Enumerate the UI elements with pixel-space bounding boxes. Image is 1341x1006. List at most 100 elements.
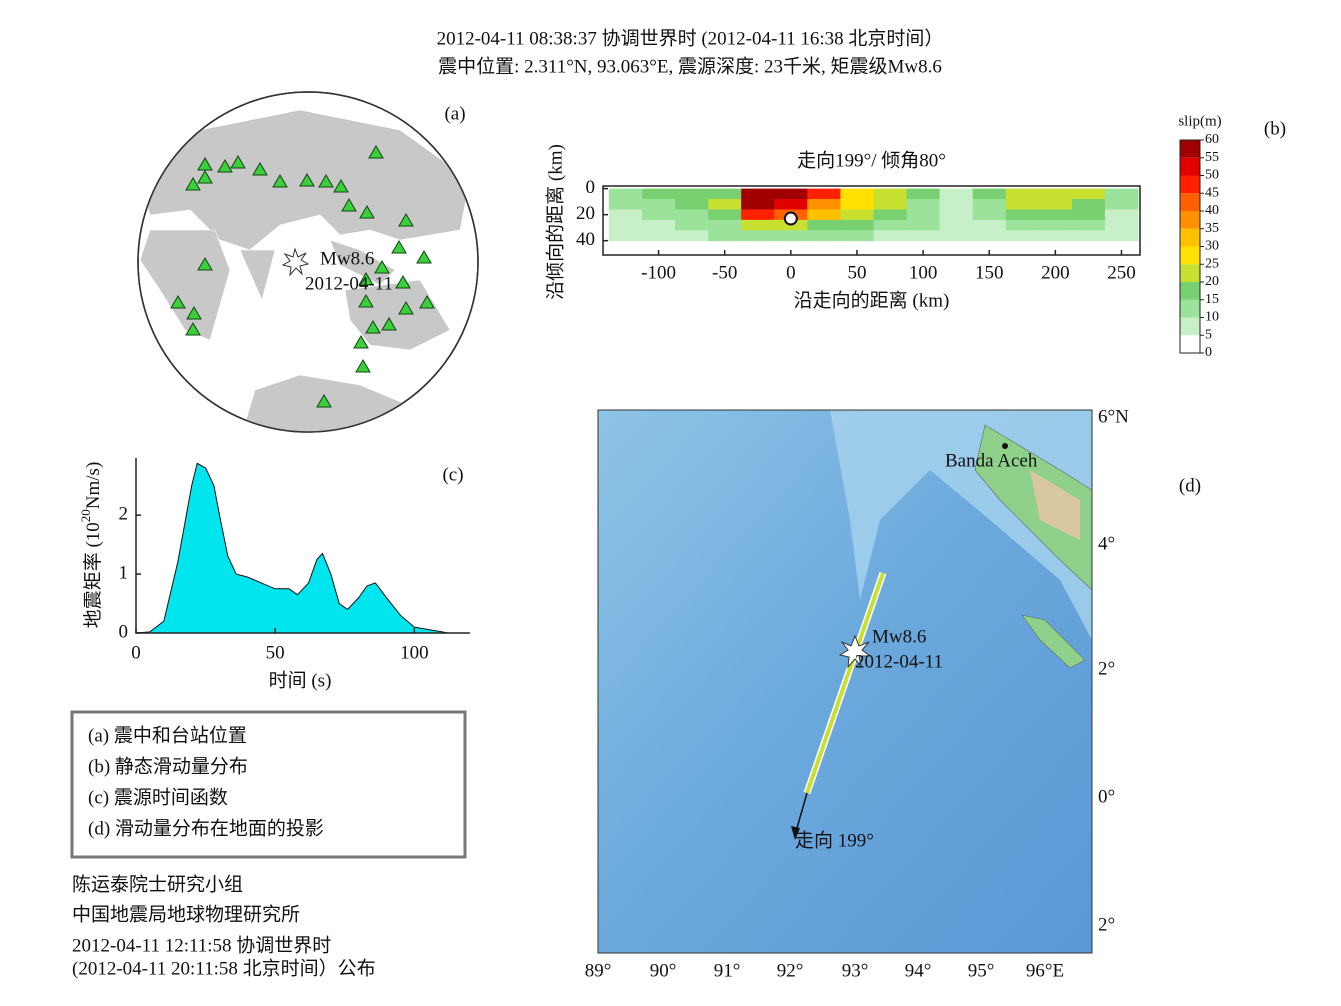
y-tick-label: 40 xyxy=(576,229,595,250)
slip-cell xyxy=(675,219,709,231)
slip-cell xyxy=(608,219,643,231)
slip-cell xyxy=(873,188,908,200)
credit-line: (2012-04-11 20:11:58 北京时间）公布 xyxy=(72,957,376,979)
slip-cell xyxy=(1005,188,1040,200)
lon-label: 94° xyxy=(905,960,932,981)
colorbar-tick-label: 25 xyxy=(1205,256,1219,271)
y-tick-label: 1 xyxy=(119,562,129,583)
lon-label: 91° xyxy=(714,960,741,981)
event-label: Mw8.6 xyxy=(320,248,374,269)
event-date: 2012-04-11 xyxy=(855,651,943,672)
colorbar-tick-label: 55 xyxy=(1205,150,1219,165)
event-label: Mw8.6 xyxy=(872,626,926,647)
legend-item: (d) 滑动量分布在地面的投影 xyxy=(88,817,324,839)
station xyxy=(170,295,186,309)
lon-label: 96°E xyxy=(1026,960,1064,981)
slip-cell xyxy=(906,209,941,221)
slip-cell xyxy=(939,188,974,200)
hypocenter xyxy=(783,211,798,226)
y-axis-label: 地震矩率 (1020Nm/s) xyxy=(78,462,104,629)
lon-label: 90° xyxy=(650,960,677,981)
y-tick-label: 2 xyxy=(119,504,129,525)
slip-cell xyxy=(906,219,941,231)
slip-cell xyxy=(807,209,841,221)
slip-cell xyxy=(873,209,908,221)
slip-cell xyxy=(1071,230,1106,242)
map-axes: 6°N 4° 2° 0° 2° 89° 90° 91° 92° 93° 94° 95° 96°E xyxy=(585,406,1129,981)
x-tick-label: 100 xyxy=(400,642,429,663)
station xyxy=(398,301,414,315)
slip-cell xyxy=(972,219,1007,231)
colorbar-tick-label: 0 xyxy=(1205,345,1212,360)
station xyxy=(395,275,411,289)
y-axis-label: 沿倾向的距离 (km) xyxy=(544,144,566,300)
colorbar-swatch xyxy=(1180,228,1200,247)
colorbar-title: slip(m) xyxy=(1178,113,1221,129)
slip-cell xyxy=(939,209,974,221)
slip-cell xyxy=(1104,188,1139,200)
colorbar-tick-label: 10 xyxy=(1205,310,1219,325)
station xyxy=(217,159,233,173)
slip-cell xyxy=(807,219,841,231)
slip-cell xyxy=(675,209,709,221)
colorbar-swatch xyxy=(1180,211,1200,229)
slip-cell xyxy=(1038,230,1073,242)
slip-cell xyxy=(1005,199,1040,210)
station xyxy=(197,170,213,184)
event-date: 2012-04-11 xyxy=(305,273,393,294)
slip-cell xyxy=(675,188,709,200)
slip-cell xyxy=(1071,188,1106,200)
slip-cell xyxy=(741,219,775,231)
legend-item: (c) 震源时间函数 xyxy=(88,786,228,808)
slip-cell xyxy=(1104,219,1139,231)
legend-item: (b) 静态滑动量分布 xyxy=(88,755,248,777)
slip-cell xyxy=(873,230,908,242)
x-tick-label: 150 xyxy=(975,262,1004,283)
credit-line: 中国地震局地球物理研究所 xyxy=(72,903,300,925)
colorbar-swatch xyxy=(1180,317,1200,336)
slip-cell xyxy=(807,199,841,210)
station xyxy=(316,394,332,408)
station xyxy=(398,213,414,227)
station xyxy=(365,320,381,334)
slip-cell xyxy=(642,209,676,221)
station xyxy=(272,174,288,188)
slip-cell xyxy=(675,230,709,242)
lon-label: 93° xyxy=(842,960,869,981)
x-tick-label: -100 xyxy=(641,262,676,283)
slip-cell xyxy=(774,230,808,242)
slip-cell xyxy=(1038,209,1073,221)
credit-line: 2012-04-11 12:11:58 协调世界时 xyxy=(72,934,331,956)
slip-cell xyxy=(840,219,874,231)
lon-label: 89° xyxy=(585,960,612,981)
station xyxy=(353,335,369,349)
axes-frame xyxy=(602,185,1141,256)
colorbar-tick-label: 60 xyxy=(1205,132,1219,147)
x-tick-label: 0 xyxy=(786,262,796,283)
x-tick-label: 200 xyxy=(1041,262,1070,283)
colorbar-tick-label: 5 xyxy=(1205,327,1212,342)
slip-cell xyxy=(642,188,676,200)
slip-cell xyxy=(642,230,676,242)
panel-label: (d) xyxy=(1179,475,1201,496)
strike-label: 走向 199° xyxy=(795,829,874,851)
slip-cell xyxy=(1005,209,1040,221)
slip-cell xyxy=(840,199,874,210)
y-axis-label-part: 20 xyxy=(78,509,93,522)
colorbar-swatch xyxy=(1180,282,1200,300)
station xyxy=(230,155,246,169)
station xyxy=(391,240,407,254)
slip-cell xyxy=(608,230,643,242)
lat-label: 0° xyxy=(1098,786,1115,807)
station xyxy=(359,205,375,219)
slip-cell xyxy=(642,199,676,210)
slip-cell xyxy=(741,230,775,242)
slip-cell xyxy=(1038,188,1073,200)
x-tick-label: 100 xyxy=(909,262,938,283)
legend-box xyxy=(70,710,467,859)
colorbar-tick-label: 15 xyxy=(1205,292,1219,307)
header-line: 2012-04-11 08:38:37 协调世界时 (2012-04-11 16… xyxy=(437,27,944,49)
lat-label: 6°N xyxy=(1098,406,1129,427)
y-tick-label: 0 xyxy=(119,621,129,642)
panel-label: (c) xyxy=(442,464,463,485)
